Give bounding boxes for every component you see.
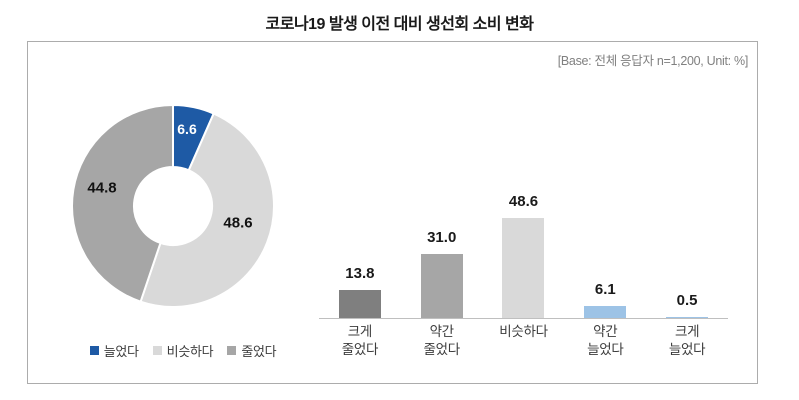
bar-chart-axis bbox=[319, 318, 728, 319]
bar-col-slightly-decreased: 31.0 약간 줄었다 bbox=[401, 42, 483, 357]
bar-col-greatly-increased: 0.5 크게 늘었다 bbox=[646, 42, 728, 357]
bar-category-label: 크게 늘었다 bbox=[668, 324, 706, 358]
legend-label-increased: 늘었다 bbox=[103, 344, 139, 359]
bar-category-label: 비슷하다 bbox=[499, 324, 548, 339]
legend-marker-increased-icon bbox=[89, 346, 99, 355]
legend-item-decreased: 줄었다 bbox=[227, 341, 277, 360]
donut-legend: 늘었다 비슷하다 줄었다 bbox=[58, 341, 308, 360]
chart-title: 코로나19 발생 이전 대비 생선회 소비 변화 bbox=[265, 16, 535, 33]
bar-col-greatly-decreased: 13.8 크게 줄었다 bbox=[319, 42, 401, 357]
bar-col-similar: 48.6 비슷하다 bbox=[483, 42, 565, 339]
bar-category-label: 약간 늘었다 bbox=[587, 324, 624, 358]
donut-value-increased: 6.6 bbox=[177, 121, 197, 137]
bar-category-label: 약간 줄었다 bbox=[423, 324, 461, 358]
legend-label-decreased: 줄었다 bbox=[241, 344, 277, 359]
legend-item-increased: 늘었다 bbox=[89, 341, 139, 360]
legend-marker-similar-icon bbox=[152, 346, 162, 355]
bar bbox=[420, 254, 463, 318]
bar-value: 0.5 bbox=[676, 291, 698, 309]
donut-value-decreased: 44.8 bbox=[87, 179, 117, 197]
legend-item-similar: 비슷하다 bbox=[152, 341, 214, 360]
bar-col-slightly-increased: 6.1 약간 늘었다 bbox=[564, 42, 646, 357]
bar bbox=[502, 218, 545, 318]
bar-value: 13.8 bbox=[345, 264, 375, 282]
chart-panel: [Base: 전체 응답자 n=1,200, Unit: %] 6.6 48.6… bbox=[27, 41, 758, 384]
bar-value: 48.6 bbox=[508, 193, 539, 211]
legend-label-similar: 비슷하다 bbox=[166, 344, 214, 359]
bar bbox=[584, 305, 627, 318]
bar bbox=[338, 289, 381, 318]
legend-marker-decreased-icon bbox=[227, 346, 237, 355]
bar-category-label: 크게 줄었다 bbox=[341, 324, 379, 358]
bar-value: 6.1 bbox=[594, 280, 616, 298]
bar bbox=[666, 316, 709, 318]
donut-value-similar: 48.6 bbox=[223, 214, 253, 232]
bar-value: 31.0 bbox=[427, 229, 457, 247]
donut-chart bbox=[71, 103, 276, 308]
base-note: [Base: 전체 응답자 n=1,200, Unit: %] bbox=[557, 54, 749, 68]
